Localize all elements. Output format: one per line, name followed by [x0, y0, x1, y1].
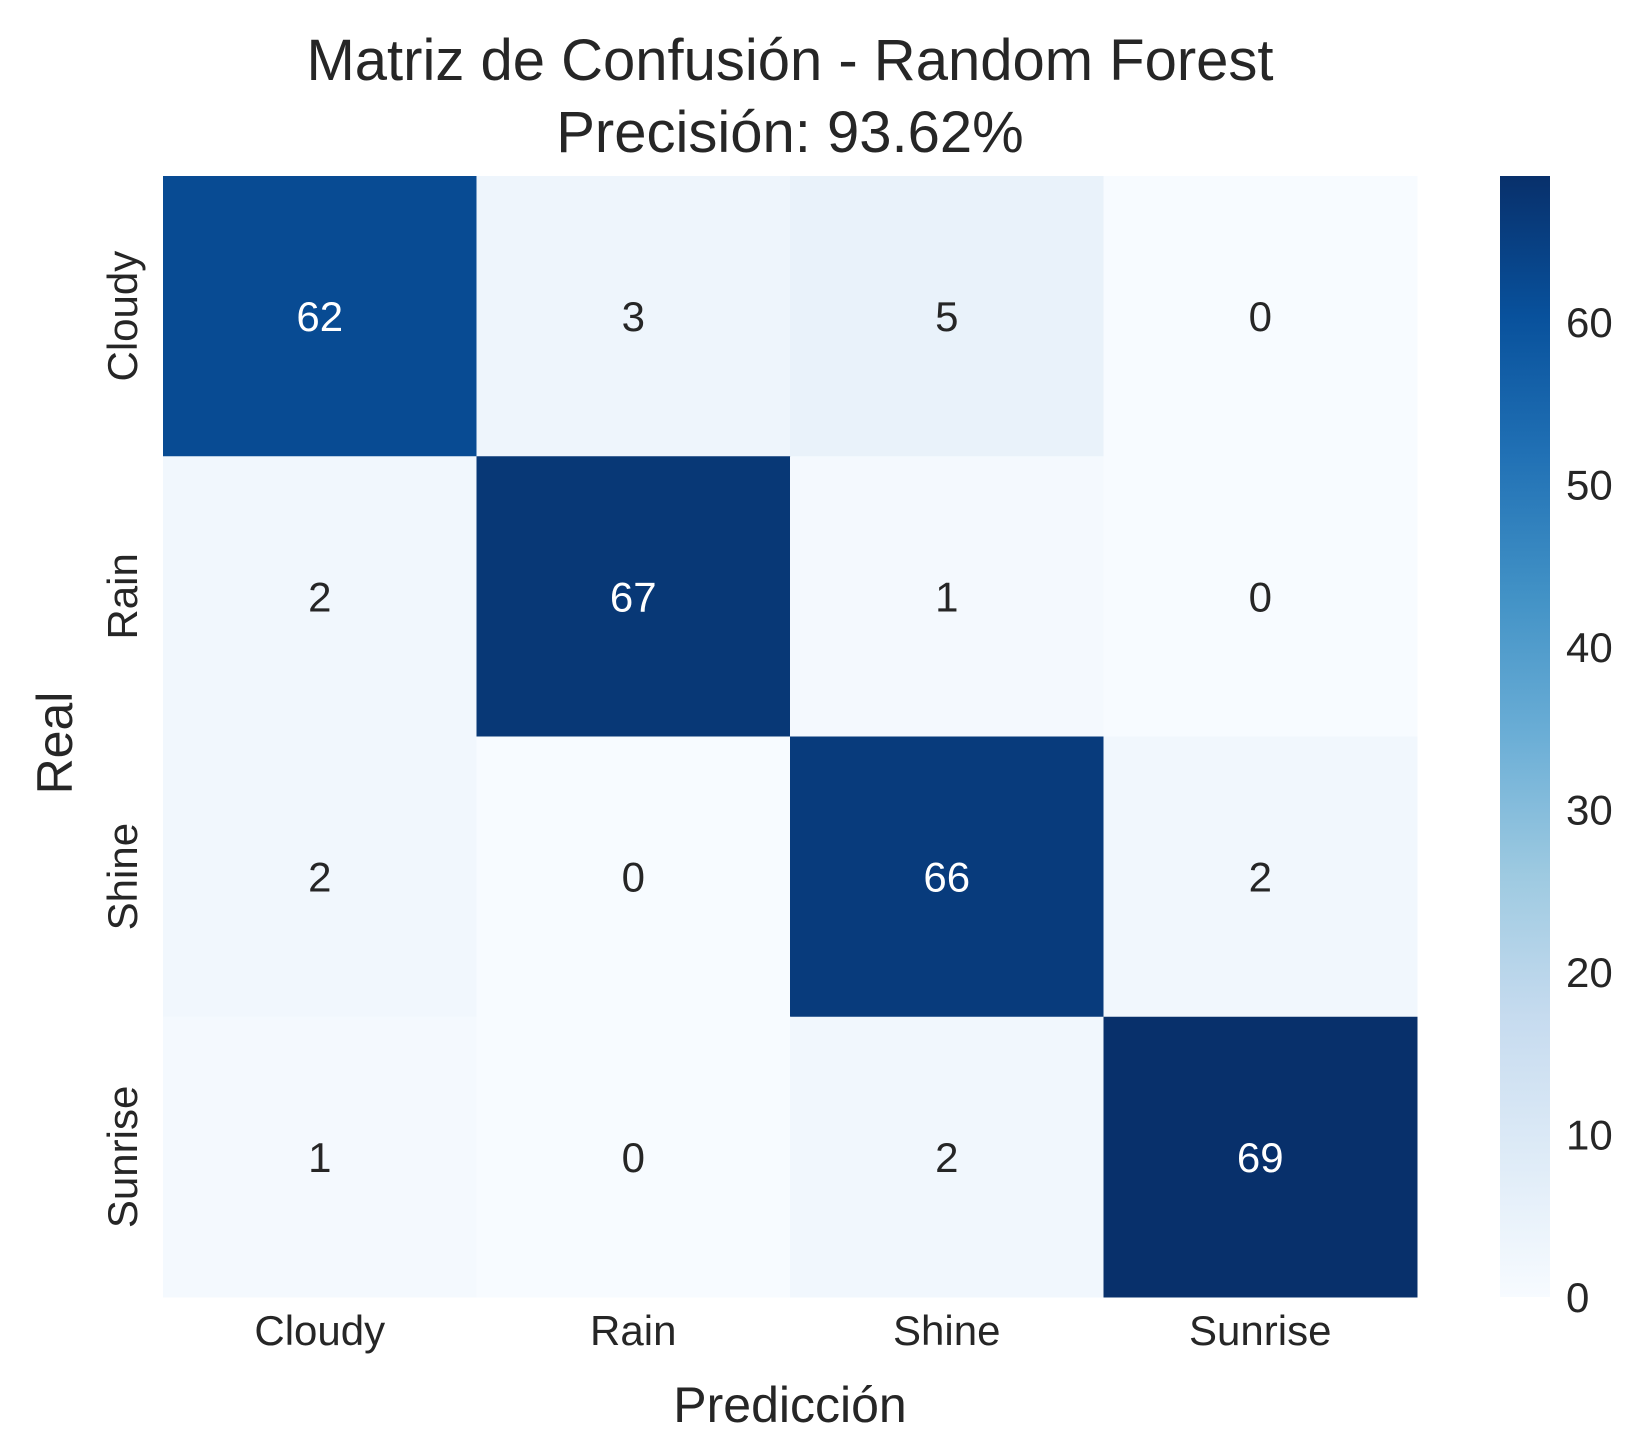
- heatmap-cell: [1103, 736, 1418, 1018]
- y-tick-label: Cloudy: [99, 251, 146, 382]
- cell-value-label: 2: [935, 1134, 958, 1181]
- cell-value-label: 0: [1249, 573, 1272, 620]
- colorbar: [1500, 176, 1550, 1297]
- cell-value-label: 67: [610, 573, 657, 620]
- heatmap-cells: [163, 176, 1418, 1298]
- cell-value-label: 2: [308, 854, 331, 901]
- cell-value-label: 66: [923, 854, 970, 901]
- colorbar-tick-label: 10: [1566, 1112, 1613, 1159]
- heatmap-cell: [476, 176, 791, 457]
- colorbar-tick-label: 0: [1566, 1274, 1589, 1321]
- heatmap-cell: [790, 1016, 1104, 1298]
- cell-value-label: 62: [296, 293, 343, 340]
- x-tick-label: Rain: [590, 1307, 676, 1354]
- cell-value-label: 69: [1237, 1134, 1284, 1181]
- cell-value-label: 5: [935, 293, 958, 340]
- heatmap-cell: [163, 736, 477, 1018]
- cell-value-label: 0: [1249, 293, 1272, 340]
- x-tick-labels: Cloudy Rain Shine Sunrise: [254, 1307, 1331, 1354]
- heatmap-cell: [163, 1016, 477, 1298]
- heatmap-cell: [790, 176, 1104, 457]
- heatmap-cell: [476, 1016, 791, 1298]
- heatmap-cell: [1103, 176, 1418, 457]
- cell-value-label: 0: [622, 854, 645, 901]
- y-tick-labels: Cloudy Rain Shine Sunrise: [99, 251, 146, 1228]
- cell-value-label: 1: [935, 573, 958, 620]
- x-tick-label: Sunrise: [1189, 1307, 1331, 1354]
- cell-value-label: 1: [308, 1134, 331, 1181]
- x-tick-label: Cloudy: [254, 1307, 385, 1354]
- cell-value-label: 2: [308, 573, 331, 620]
- colorbar-tick-label: 40: [1566, 624, 1613, 671]
- heatmap-cell: [790, 456, 1104, 737]
- colorbar-tick-label: 30: [1566, 787, 1613, 834]
- heatmap-cell: [1103, 1016, 1418, 1298]
- cell-value-label: 2: [1249, 854, 1272, 901]
- colorbar-tick-label: 50: [1566, 462, 1613, 509]
- colorbar-tick-label: 60: [1566, 299, 1613, 346]
- heatmap-cell: [476, 456, 791, 737]
- y-tick-label: Sunrise: [99, 1086, 146, 1228]
- chart-subtitle: Precisión: 93.62%: [556, 100, 1023, 165]
- colorbar-tick-label: 20: [1566, 949, 1613, 996]
- y-tick-label: Rain: [99, 553, 146, 639]
- heatmap-cell: [1103, 456, 1418, 737]
- heatmap-cell: [163, 456, 477, 737]
- heatmap-cell: [790, 736, 1104, 1018]
- x-tick-label: Shine: [893, 1307, 1000, 1354]
- chart-title: Matriz de Confusión - Random Forest: [306, 28, 1273, 93]
- x-axis-label: Predicción: [673, 1377, 906, 1433]
- heatmap-cell: [163, 176, 477, 457]
- y-tick-label: Shine: [99, 823, 146, 930]
- cell-value-label: 0: [622, 1134, 645, 1181]
- y-axis-label: Real: [27, 692, 83, 795]
- colorbar-tick-labels: 0 10 20 30 40 50 60: [1566, 299, 1613, 1321]
- heatmap-cell: [476, 736, 791, 1018]
- heatmap-cell-labels: 62 3 5 0 2 67 1 0 2 0 66 2 1 0 2 69: [296, 293, 1283, 1181]
- cell-value-label: 3: [622, 293, 645, 340]
